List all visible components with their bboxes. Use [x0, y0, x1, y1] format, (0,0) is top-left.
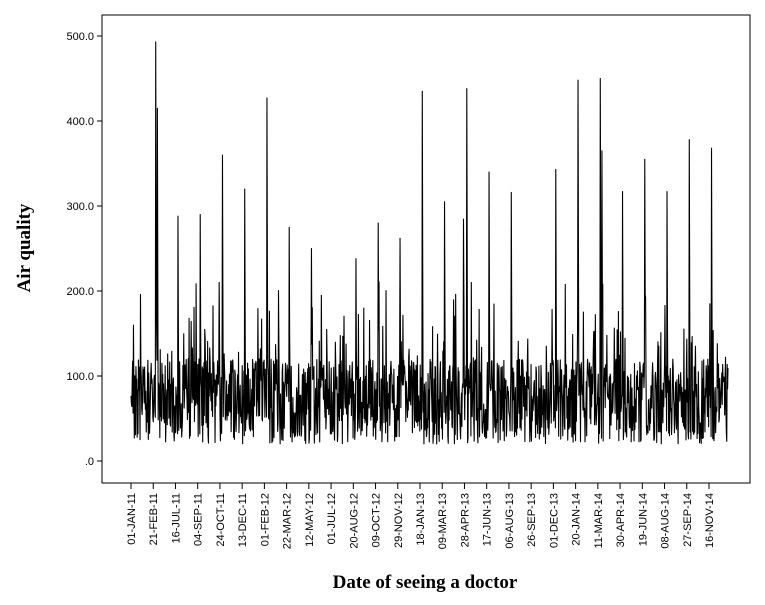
x-tick-label: 01-JAN-11 — [126, 493, 138, 545]
y-tick-label: 500.0 — [66, 31, 94, 43]
x-tick-label: 18-JAN-13 — [415, 493, 427, 546]
series-layer — [130, 41, 729, 445]
x-tick-label: 27-SEP-14 — [682, 493, 694, 547]
x-tick-label: 06-AUG-13 — [504, 493, 516, 549]
x-tick-label: 22-MAR-12 — [282, 493, 294, 549]
x-tick-label: 11-MAR-14 — [593, 493, 605, 548]
x-tick-label: 09-MAR-13 — [437, 493, 449, 549]
x-tick-label: 04-SEP-11 — [193, 493, 205, 546]
x-tick-label: 17-JUN-13 — [482, 493, 494, 546]
x-axis-title: Date of seeing a doctor — [333, 572, 518, 593]
x-tick-label: 21-FEB-11 — [148, 493, 160, 545]
x-tick-label: 28-APR-13 — [459, 493, 471, 547]
y-axis-title: Air quality — [14, 203, 35, 292]
x-tick-label: 08-AUG-14 — [660, 493, 672, 549]
x-tick-label: 30-APR-14 — [615, 493, 627, 547]
x-axis: 01-JAN-11 21-FEB-11 16-JUL-11 04-SEP-11 24-O… — [126, 483, 716, 549]
x-tick-label: 20-JAN-14 — [571, 493, 583, 546]
x-tick-label: 20-AUG-12 — [348, 493, 360, 549]
x-tick-label: 13-DEC-11 — [237, 493, 249, 547]
x-tick-label: 01-DEC-13 — [548, 493, 560, 548]
x-tick-label: 16-JUL-11 — [170, 493, 182, 544]
plot-frame — [101, 14, 751, 484]
x-tick-label: 16-NOV-14 — [704, 493, 716, 548]
x-tick-label: 01-FEB-12 — [259, 493, 271, 546]
x-tick-label: 09-OCT-12 — [371, 493, 383, 547]
x-tick-label: 26-SEP-13 — [526, 493, 538, 547]
x-tick-label: 01-JUL-12 — [326, 493, 338, 544]
y-tick-label: 400.0 — [66, 116, 94, 128]
x-tick-label: 24-OCT-11 — [215, 493, 227, 547]
x-tick-label: 12-MAY-12 — [304, 493, 316, 547]
series-line — [130, 41, 729, 445]
y-axis: .0 100.0 200.0 300.0 400.0 500.0 — [66, 31, 102, 468]
x-tick-label: 19-JUN-14 — [637, 493, 649, 546]
y-tick-label: 200.0 — [66, 286, 94, 298]
y-tick-label: .0 — [85, 456, 94, 468]
y-tick-label: 300.0 — [66, 201, 94, 213]
x-tick-label: 29-NOV-12 — [393, 493, 405, 548]
y-tick-label: 100.0 — [66, 371, 94, 383]
